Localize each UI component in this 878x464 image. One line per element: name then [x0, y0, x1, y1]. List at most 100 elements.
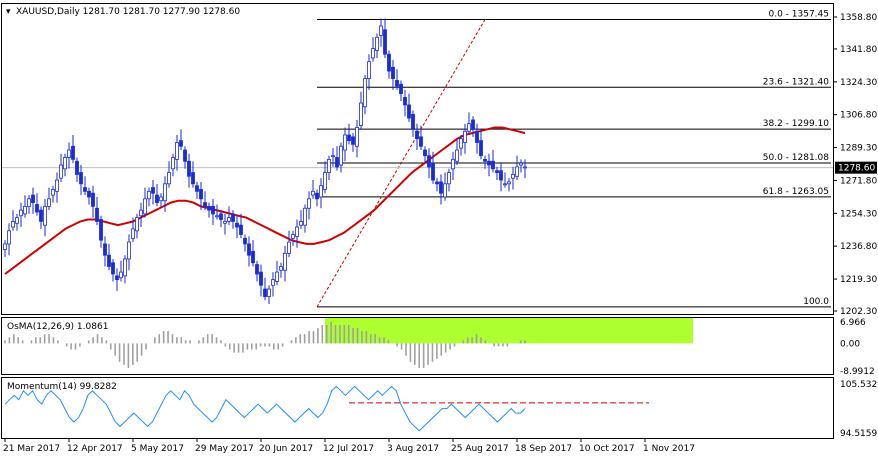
candle-body: [203, 202, 207, 207]
osma-y-tick-label: -8.9912: [840, 367, 875, 377]
candle-body: [115, 275, 119, 281]
x-tick-label: 21 Mar 2017: [3, 444, 60, 454]
candle-body: [323, 172, 327, 190]
candle-body: [227, 217, 231, 222]
candle-body: [111, 262, 115, 275]
candle-body: [259, 271, 263, 286]
candle-body: [327, 158, 331, 173]
candle-body: [183, 149, 187, 162]
candle-body: [39, 209, 43, 222]
x-tick-label: 12 Apr 2017: [67, 444, 123, 454]
candle-body: [395, 80, 399, 87]
momentum-title: Momentum(14) 99.8282: [7, 382, 117, 392]
candle-body: [23, 205, 27, 215]
osma-y-tick-label: 0.00: [840, 339, 860, 349]
osma-y-tick-label: 6.966: [840, 318, 866, 328]
osma-highlight-zone: [325, 318, 693, 344]
candle-body: [287, 241, 291, 254]
y-tick-label: 1289.30: [840, 144, 877, 154]
candle-body: [371, 48, 375, 59]
moving-average-line[interactable]: [4, 126, 526, 275]
candle-body: [79, 172, 83, 185]
candle-body: [15, 217, 19, 224]
candle-body: [355, 127, 359, 147]
candle-body: [235, 222, 239, 228]
candle-body: [159, 196, 163, 202]
candle-body: [247, 243, 251, 256]
candle-body: [343, 134, 347, 151]
fib-level-label: 0.0 - 1357.45: [769, 10, 830, 20]
candle-body: [179, 140, 183, 147]
momentum-y-tick-label: 94.5159: [840, 429, 877, 439]
candle-body: [123, 258, 127, 277]
osma-panel-frame: [1, 317, 834, 375]
candle-body: [347, 134, 351, 142]
candle-body: [155, 194, 159, 204]
candle-body: [51, 189, 55, 196]
candle-body: [27, 198, 31, 207]
candle-body: [147, 190, 151, 200]
candle-body: [167, 172, 171, 185]
x-tick-label: 1 Nov 2017: [643, 444, 695, 454]
candle-body: [67, 149, 71, 158]
candle-body: [379, 25, 383, 36]
candle-body: [359, 102, 363, 126]
candle-body: [419, 136, 423, 147]
moving-average-group: [4, 126, 526, 275]
candle-body: [91, 192, 95, 207]
candle-body: [507, 181, 511, 185]
candle-body: [367, 61, 371, 80]
y-tick-label: 1254.30: [840, 209, 877, 219]
symbol-dropdown-icon[interactable]: ▾: [6, 7, 11, 17]
current-price-badge: [835, 161, 877, 174]
fib-level-label: 61.8 - 1263.05: [763, 187, 829, 197]
candle-body: [307, 198, 311, 209]
candle-body: [383, 29, 387, 55]
candle-body: [479, 140, 483, 157]
candle-body: [363, 78, 367, 108]
candle-body: [375, 36, 379, 51]
candle-body: [487, 160, 491, 166]
candle-body: [151, 187, 155, 194]
candle-body: [511, 174, 515, 179]
candle-body: [143, 198, 147, 215]
candle-body: [19, 209, 23, 217]
candle-body: [199, 189, 203, 200]
y-tick-label: 1202.30: [840, 307, 877, 317]
candle-body: [495, 170, 499, 173]
momentum-line[interactable]: [4, 385, 526, 432]
candle-body: [403, 97, 407, 106]
candle-body: [435, 181, 439, 185]
candle-body: [467, 123, 471, 132]
candle-body: [211, 205, 215, 215]
candle-body: [415, 130, 419, 140]
fib-trend-line[interactable]: [316, 19, 486, 308]
candle-body: [519, 162, 523, 166]
candle-body: [3, 243, 7, 250]
candles-group: [3, 18, 527, 305]
main-chart-title: XAUUSD,Daily 1281.70 1281.70 1277.90 127…: [16, 7, 240, 17]
candle-body: [291, 234, 295, 239]
candle-body: [503, 183, 507, 186]
candle-body: [95, 207, 99, 222]
x-tick-label: 10 Oct 2017: [579, 444, 635, 454]
fib-level-label: 100.0: [803, 297, 829, 307]
candle-body: [279, 266, 283, 271]
candle-body: [319, 185, 323, 198]
fib-level-label: 38.2 - 1299.10: [763, 119, 829, 129]
candle-body: [59, 164, 63, 179]
candle-body: [427, 155, 431, 168]
candle-body: [303, 207, 307, 226]
candle-body: [11, 220, 15, 228]
candle-body: [471, 119, 475, 130]
candle-body: [239, 224, 243, 235]
x-tick-label: 3 Aug 2017: [387, 444, 439, 454]
candle-body: [231, 213, 235, 222]
candle-body: [263, 288, 267, 297]
candle-body: [255, 264, 259, 275]
candle-body: [43, 205, 47, 226]
candle-body: [439, 181, 443, 194]
